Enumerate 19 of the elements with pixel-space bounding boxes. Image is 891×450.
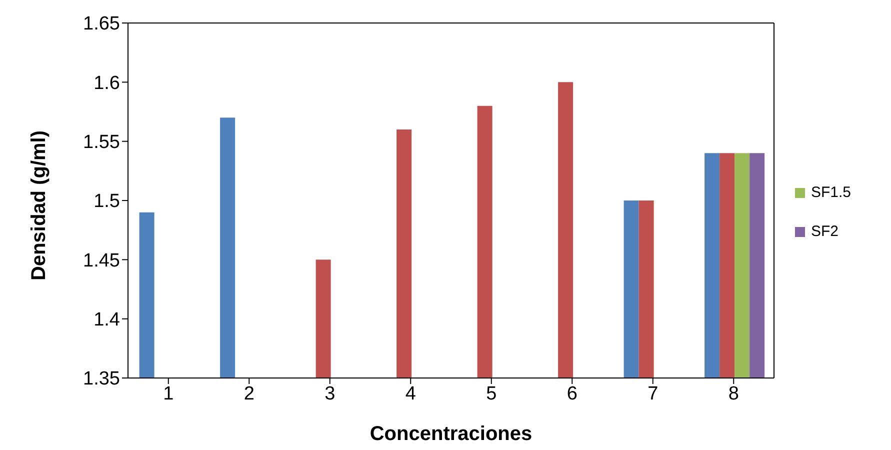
x-axis-title: Concentraciones xyxy=(370,423,532,445)
x-tick-label: 4 xyxy=(405,383,416,404)
x-tick-label: 7 xyxy=(648,383,658,404)
legend-label: SF2 xyxy=(811,223,839,240)
y-tick-label: 1.4 xyxy=(94,310,120,331)
x-tick-label: 6 xyxy=(566,383,578,404)
y-tick-label: 1.5 xyxy=(94,191,120,212)
y-tick-label: 1.35 xyxy=(83,368,120,390)
y-tick-label: 1.55 xyxy=(83,132,120,154)
x-tick-label: 8 xyxy=(728,383,739,404)
y-tick-label: 1.65 xyxy=(83,14,120,35)
x-tick-label: 5 xyxy=(486,383,497,404)
y-tick-label: 1.45 xyxy=(83,250,120,272)
x-tick-label: 3 xyxy=(324,383,336,404)
x-tick-label: 2 xyxy=(244,383,254,404)
x-tick-label: 1 xyxy=(163,383,174,404)
legend-label: SF1.5 xyxy=(811,184,852,201)
y-axis-title: Densidad (g/ml) xyxy=(28,130,50,280)
y-tick-label: 1.6 xyxy=(94,72,120,94)
